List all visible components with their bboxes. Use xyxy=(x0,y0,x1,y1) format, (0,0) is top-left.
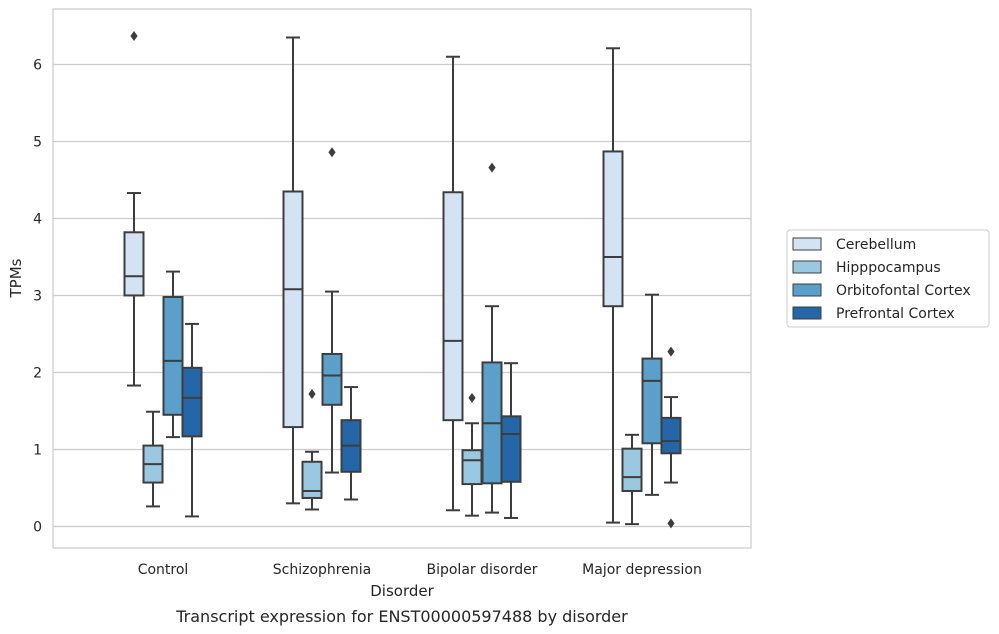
x-tick-label-major-depression: Major depression xyxy=(582,562,702,578)
x-tick-label-control: Control xyxy=(138,562,189,578)
x-tick-labels: Control Schizophrenia Bipolar disorder Majo… xyxy=(138,562,702,578)
outlier-point xyxy=(308,389,316,399)
box-cerebellum-schizophrenia xyxy=(282,36,304,505)
y-axis-title: TPMs xyxy=(7,258,25,298)
iqr-box xyxy=(621,447,643,493)
y-tick-labels: 0 1 2 3 4 5 6 xyxy=(33,57,42,535)
box-cerebellum-major-depression xyxy=(602,47,624,524)
iqr-box xyxy=(500,415,522,483)
outlier-point xyxy=(328,147,336,158)
legend-swatch-cerebellum xyxy=(792,237,822,251)
outlier-point xyxy=(667,346,675,357)
box-orbitofontal-cortex-bipolar-disorder xyxy=(481,162,503,514)
box-hipppocampus-bipolar-disorder xyxy=(461,392,483,517)
box-prefrontal-cortex-control xyxy=(181,322,203,518)
iqr-box xyxy=(442,191,464,422)
box-cerebellum-bipolar-disorder xyxy=(442,55,464,512)
iqr-box xyxy=(181,366,203,438)
chart-caption: Transcript expression for ENST0000059748… xyxy=(175,607,628,626)
box-orbitofontal-cortex-control xyxy=(162,270,184,439)
iqr-box xyxy=(321,352,343,406)
iqr-box xyxy=(282,190,304,429)
box-cerebellum-control xyxy=(123,30,145,387)
iqr-box xyxy=(461,449,483,486)
iqr-box xyxy=(641,357,663,445)
y-tick-label: 3 xyxy=(33,288,42,304)
iqr-box xyxy=(162,295,184,416)
legend-label-orbitofontal-cortex: Orbitofontal Cortex xyxy=(836,283,971,299)
iqr-box xyxy=(660,416,682,455)
plot-frame xyxy=(52,8,752,549)
y-tick-label: 0 xyxy=(33,519,42,535)
box-orbitofontal-cortex-major-depression xyxy=(641,293,663,496)
outlier-point xyxy=(488,162,496,173)
y-tick-label: 1 xyxy=(33,442,42,458)
iqr-box xyxy=(123,231,145,297)
box-orbitofontal-cortex-schizophrenia xyxy=(321,147,343,474)
x-tick-label-schizophrenia: Schizophrenia xyxy=(273,562,371,578)
box-prefrontal-cortex-bipolar-disorder xyxy=(500,362,522,519)
outlier-point xyxy=(130,30,138,41)
iqr-box xyxy=(602,150,624,308)
legend-frame xyxy=(786,229,990,328)
y-tick-label: 5 xyxy=(33,134,42,150)
iqr-box xyxy=(301,460,323,499)
box-hipppocampus-major-depression xyxy=(621,433,643,526)
legend-label-cerebellum: Cerebellum xyxy=(836,237,916,253)
outlier-point xyxy=(468,392,476,403)
x-axis-title: Disorder xyxy=(370,582,434,600)
y-tick-label: 4 xyxy=(33,211,42,227)
box-hipppocampus-schizophrenia xyxy=(301,389,323,511)
box-prefrontal-cortex-major-depression xyxy=(660,346,682,529)
box-hipppocampus-control xyxy=(142,410,164,508)
boxes xyxy=(123,30,682,529)
x-tick-label-bipolar-disorder: Bipolar disorder xyxy=(426,562,537,578)
legend-label-prefrontal-cortex: Prefrontal Cortex xyxy=(836,306,955,322)
legend: Cerebellum Hipppocampus Orbitofontal Cor… xyxy=(786,229,990,328)
outlier-point xyxy=(667,518,675,529)
y-tick-label: 2 xyxy=(33,365,42,381)
y-tick-label: 6 xyxy=(33,57,42,73)
legend-label-hipppocampus: Hipppocampus xyxy=(836,260,941,276)
legend-swatch-prefrontal-cortex xyxy=(792,306,822,320)
legend-swatch-hipppocampus xyxy=(792,260,822,274)
box-prefrontal-cortex-schizophrenia xyxy=(340,386,362,501)
gridlines xyxy=(53,63,751,528)
legend-swatch-orbitofontal-cortex xyxy=(792,283,822,297)
